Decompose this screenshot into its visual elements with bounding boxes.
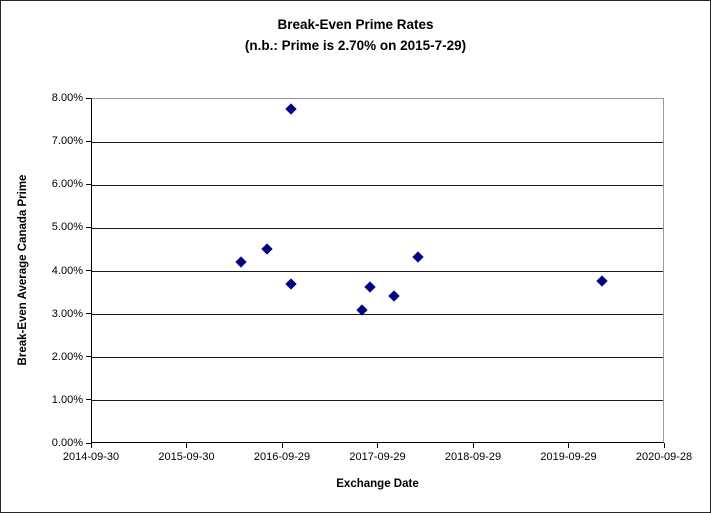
data-point-diamond [235, 256, 247, 268]
data-point-diamond [388, 290, 400, 302]
y-axis-tick-label: 6.00% [51, 178, 83, 191]
y-axis-tick [86, 442, 91, 444]
data-point-diamond [261, 242, 273, 255]
x-axis-tick-label: 2020-09-28 [635, 451, 693, 463]
y-axis-tick-label: 4.00% [51, 264, 83, 277]
x-axis-tick [281, 443, 283, 448]
x-axis-tick-label: 2019-09-29 [540, 451, 597, 463]
y-axis-tick [86, 183, 91, 185]
data-point-diamond [284, 278, 297, 291]
y-axis-tick [86, 399, 91, 401]
y-axis-tick-label: 5.00% [51, 221, 83, 234]
gridline-3pct [92, 314, 663, 316]
x-axis-tick-label: 2016-09-29 [253, 451, 311, 463]
x-axis-tick [377, 443, 378, 448]
gridline-7pct [92, 141, 663, 143]
gridline-1pct [92, 400, 663, 402]
x-axis-tick-label: 2015-09-30 [158, 451, 215, 463]
x-axis-tick [663, 443, 665, 448]
y-axis-tick-label: 2.00% [51, 350, 83, 363]
x-axis-title: Exchange Date [336, 478, 419, 490]
data-point-diamond [596, 275, 608, 287]
y-axis-tick-label: 1.00% [51, 393, 83, 406]
y-axis-tick [86, 97, 91, 99]
x-axis-tick [568, 443, 569, 448]
plot-area [91, 98, 664, 443]
y-axis-tick [86, 270, 91, 271]
gridline-5pct [92, 227, 663, 229]
gridline-2pct [92, 357, 663, 359]
chart-title: Break-Even Prime Rates [277, 17, 434, 32]
y-axis-tick [86, 356, 91, 358]
data-point-diamond [364, 281, 376, 293]
x-axis-tick [186, 443, 187, 448]
data-point-diamond [411, 251, 424, 263]
gridline-6pct [92, 184, 663, 186]
x-axis-tick-label: 2017-09-29 [349, 451, 406, 463]
y-axis-tick [86, 226, 91, 228]
gridline-4pct [92, 271, 663, 272]
y-axis-tick-label: 7.00% [51, 135, 83, 148]
y-axis-tick-label: 8.00% [51, 92, 83, 104]
chart-subtitle: (n.b.: Prime is 2.70% on 2015-7-29) [244, 38, 467, 53]
chart-title-block: Break-Even Prime Rates (n.b.: Prime is 2… [1, 14, 710, 56]
y-axis-tick [86, 313, 91, 315]
x-axis-tick-label: 2014-09-30 [62, 451, 120, 463]
y-axis-tick-label: 0.00% [51, 437, 83, 449]
y-axis-tick-label: 3.00% [51, 307, 83, 320]
y-axis-tick [86, 140, 91, 142]
x-axis-tick-label: 2018-09-29 [444, 451, 502, 463]
y-axis-title: Break-Even Average Canada Prime [17, 174, 29, 366]
x-axis-tick [90, 443, 92, 448]
data-point-diamond [284, 103, 297, 115]
x-axis-tick [472, 443, 474, 448]
